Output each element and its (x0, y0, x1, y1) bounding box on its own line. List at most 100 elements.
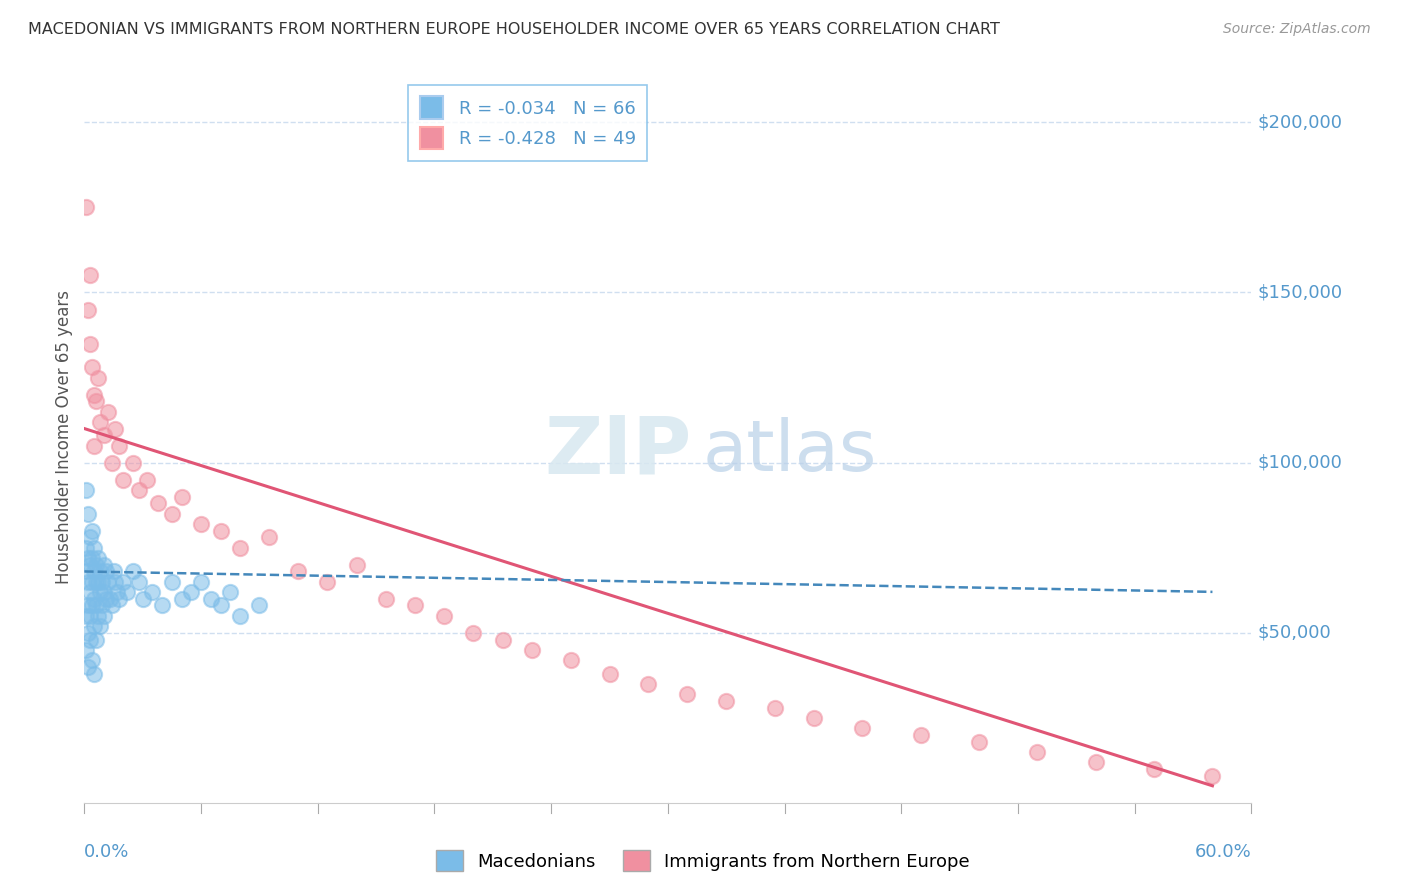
Point (84, 632, 107, 647)
Point (82, 550, 104, 565)
Point (107, 585, 129, 599)
Point (170, 591, 193, 606)
Point (346, 558, 368, 572)
Point (229, 608, 252, 623)
Point (75, 541, 97, 555)
Point (316, 574, 339, 589)
Point (910, 728, 932, 742)
Point (637, 677, 659, 691)
Point (75, 608, 97, 623)
Point (287, 565, 309, 579)
Point (83, 591, 105, 606)
Point (75, 565, 97, 579)
Point (83, 439, 105, 453)
Point (89, 415, 111, 429)
Point (108, 591, 131, 606)
Point (82, 574, 104, 589)
Point (89, 565, 111, 579)
Point (75, 483, 97, 497)
Text: $150,000: $150,000 (1257, 284, 1343, 301)
Point (93, 558, 115, 572)
Point (112, 574, 135, 589)
Point (150, 599, 173, 613)
Point (82, 360, 104, 375)
Point (170, 490, 193, 504)
Point (82, 599, 104, 613)
Point (851, 721, 873, 735)
Point (967, 734, 990, 748)
Point (93, 585, 115, 599)
Point (84, 574, 107, 589)
Point (83, 619, 105, 633)
Legend: R = -0.034   N = 66, R = -0.428   N = 49: R = -0.034 N = 66, R = -0.428 N = 49 (408, 85, 648, 161)
Text: $100,000: $100,000 (1257, 454, 1343, 472)
Point (132, 591, 155, 606)
Point (180, 585, 202, 599)
Point (83, 387, 105, 401)
Point (160, 574, 183, 589)
Point (83, 565, 105, 579)
Legend: Macedonians, Immigrants from Northern Europe: Macedonians, Immigrants from Northern Eu… (429, 843, 977, 879)
Point (128, 574, 150, 589)
Y-axis label: Householder Income Over 65 years: Householder Income Over 65 years (55, 290, 73, 584)
Point (128, 483, 150, 497)
Point (77, 550, 100, 565)
Point (676, 687, 699, 701)
Point (1143, 762, 1166, 776)
Point (98, 591, 121, 606)
Point (79, 608, 101, 623)
Point (520, 642, 543, 657)
Point (249, 599, 271, 613)
Point (763, 700, 786, 714)
Point (135, 473, 157, 487)
Text: $50,000: $50,000 (1257, 624, 1331, 641)
Point (433, 608, 456, 623)
Point (104, 574, 127, 589)
Text: ZIP: ZIP (544, 413, 692, 491)
Point (79, 531, 101, 545)
Point (84, 394, 107, 409)
Point (93, 608, 115, 623)
Point (77, 302, 100, 317)
Point (87, 550, 110, 565)
Point (77, 507, 100, 521)
Point (209, 599, 232, 613)
Point (115, 585, 138, 599)
Text: $200,000: $200,000 (1257, 113, 1343, 131)
Point (75, 642, 97, 657)
Point (209, 524, 232, 538)
Point (77, 574, 100, 589)
Text: Source: ZipAtlas.com: Source: ZipAtlas.com (1223, 22, 1371, 37)
Point (599, 666, 621, 681)
Point (404, 599, 426, 613)
Point (94, 565, 117, 579)
Point (94, 591, 117, 606)
Point (108, 439, 131, 453)
Point (87, 370, 110, 384)
Point (190, 574, 212, 589)
Point (100, 599, 122, 613)
Point (77, 659, 100, 673)
Point (79, 336, 101, 351)
Point (190, 516, 212, 531)
Point (79, 632, 101, 647)
Point (716, 694, 738, 708)
Text: 0.0%: 0.0% (84, 843, 129, 861)
Text: 60.0%: 60.0% (1195, 843, 1251, 861)
Point (77, 599, 100, 613)
Point (219, 585, 242, 599)
Point (84, 599, 107, 613)
Point (148, 496, 170, 510)
Point (97, 404, 120, 418)
Text: atlas: atlas (703, 417, 877, 486)
Point (103, 565, 125, 579)
Point (79, 558, 101, 572)
Point (229, 541, 252, 555)
Point (82, 653, 104, 667)
Point (257, 531, 280, 545)
Point (1084, 755, 1107, 769)
Point (83, 541, 105, 555)
Point (90, 599, 112, 613)
Point (122, 565, 145, 579)
Point (75, 201, 97, 215)
